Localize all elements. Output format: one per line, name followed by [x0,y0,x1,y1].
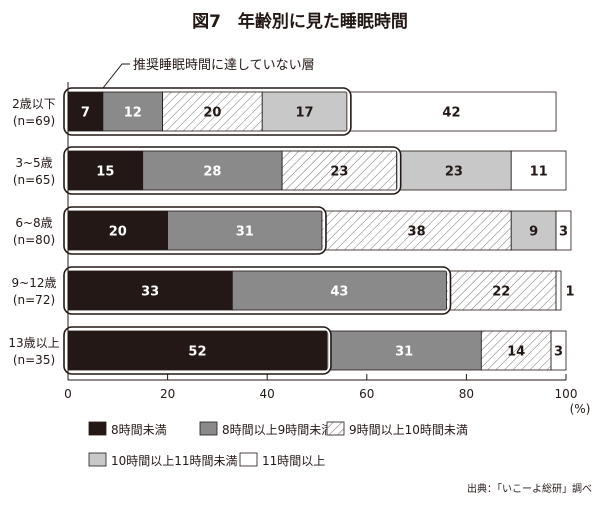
data-label: 28 [203,165,221,180]
data-label: 23 [445,165,463,180]
bar-segment [162,91,263,132]
data-label: 1 [565,285,574,300]
legend-label: 8時間未満 [111,423,167,437]
below-recommended-outline-gap [63,87,352,136]
bar-segment [261,91,348,132]
data-label: 42 [442,106,460,121]
bar-segment [446,270,557,311]
category-n-label: (n=35) [13,353,55,367]
data-label: 52 [188,345,206,360]
x-tick-label: 40 [260,387,275,401]
bar-segment [67,330,328,371]
data-label: 20 [109,225,127,240]
legend-swatch [199,421,218,436]
bar-segment [326,330,482,371]
below-recommended-outline-gap [63,206,327,255]
data-label: 12 [124,106,142,121]
data-label: 31 [236,225,254,240]
data-label: 22 [492,285,510,300]
data-label: 20 [203,106,221,121]
data-label: 3 [559,225,568,240]
bar-segment [550,330,567,371]
category-n-label: (n=65) [13,173,55,187]
below-recommended-outline [63,266,452,315]
below-recommended-outline [63,206,327,255]
below-recommended-outline-gap [63,326,332,375]
annotation-callout: 推奨睡眠時間に達していない層 [102,58,315,89]
legend-label: 10時間以上11時間未満 [111,454,238,468]
bar-segment [510,150,567,191]
bar-segment [555,210,572,251]
data-label: 3 [554,345,563,360]
data-label: 7 [81,106,90,121]
bar-segment [67,150,144,191]
category-label: 13歳以上 [8,336,59,350]
bar-segment [555,270,562,311]
x-tick-label: 60 [359,387,374,401]
data-label: 9 [529,225,538,240]
data-label: 15 [96,165,114,180]
annotation-label: 推奨睡眠時間に達していない層 [133,58,315,73]
legend-swatch [326,421,345,436]
legend-swatch [88,452,107,467]
legend-swatch [88,421,107,436]
category-n-label: (n=72) [13,293,55,307]
bar-segment [346,91,557,132]
category-label: 6~8歳 [15,216,52,230]
chart-title: 図7 年齢別に見た睡眠時間 [192,11,408,32]
category-label: 2歳以下 [12,97,56,111]
category-label: 3~5歳 [15,156,52,170]
category-label: 9~12歳 [12,276,57,290]
data-label: 33 [141,285,159,300]
legend-label: 11時間以上 [262,454,325,468]
below-recommended-outline-gap [63,146,402,195]
x-tick-label: 100 [555,387,578,401]
category-n-label: (n=69) [13,114,55,128]
below-recommended-outline [63,87,352,136]
category-n-label: (n=80) [13,233,55,247]
bar-segment [167,210,323,251]
x-unit-label: (%) [570,402,591,416]
bar-segment [142,150,283,191]
data-label: 23 [330,165,348,180]
bar-segment [67,210,168,251]
data-label: 38 [408,225,426,240]
bar-segment [510,210,557,251]
legend-swatch [239,452,258,467]
bar-segment [102,91,164,132]
data-label: 43 [330,285,348,300]
data-label: 17 [296,106,314,121]
bar-segment [231,270,447,311]
bar-segment [480,330,552,371]
x-tick-label: 20 [160,387,175,401]
data-label: 14 [507,345,525,360]
legend-label: 8時間以上9時間未満 [222,423,333,437]
bar-segment [321,210,512,251]
bar-segment [67,91,104,132]
bar-segment [67,270,233,311]
data-label: 11 [530,165,548,180]
legend-label: 9時間以上10時間未満 [349,423,468,437]
data-label: 31 [395,345,413,360]
x-tick-label: 80 [459,387,474,401]
below-recommended-outline [63,146,402,195]
x-tick-label: 0 [64,387,72,401]
source-note: 出典：「いこーよ総研」調べ [467,482,592,495]
below-recommended-outline [63,326,332,375]
below-recommended-outline-gap [63,266,451,315]
